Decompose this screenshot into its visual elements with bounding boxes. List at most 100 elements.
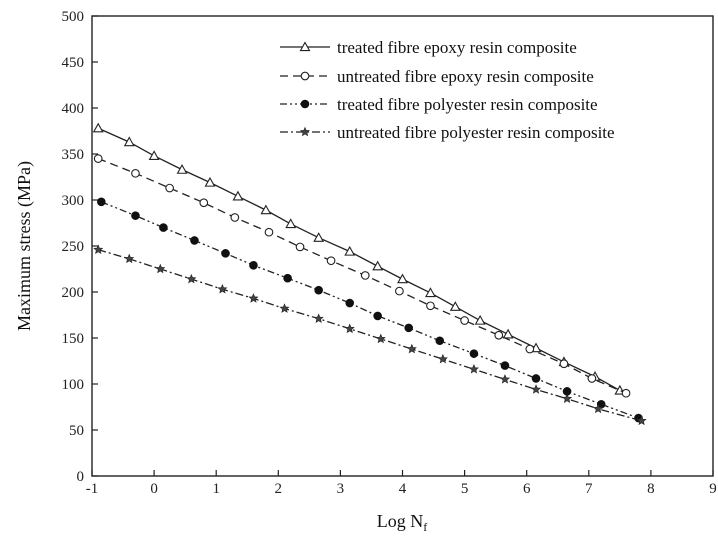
series-2-point [525, 344, 535, 354]
series-3 [97, 197, 643, 423]
y-tick-label: 200 [62, 285, 85, 301]
series-3-point [249, 261, 258, 270]
series-4-point [155, 263, 166, 274]
series-2-point [230, 213, 240, 222]
series-3-point [469, 349, 479, 358]
series-4-point [636, 415, 647, 426]
x-tick-label: 3 [337, 481, 345, 497]
series-2-point [460, 316, 469, 325]
legend: treated fibre epoxy resin composite untre… [280, 38, 615, 142]
series-4-point [124, 253, 135, 264]
series-2-point [93, 154, 103, 163]
series-1-point [425, 287, 436, 298]
series-4-line [98, 249, 642, 422]
series-4-point [499, 374, 510, 384]
series-4-point [406, 343, 417, 354]
series-4-point [530, 384, 542, 394]
series-2-point [264, 227, 274, 237]
series-2-point [360, 271, 370, 280]
legend-label-4: untreated fibre polyester resin composit… [337, 123, 615, 142]
series-4-point [344, 323, 355, 334]
y-tick-label: 450 [62, 55, 85, 71]
series-4-point [186, 273, 197, 284]
series-2-point [587, 374, 597, 383]
series-1-point [204, 176, 216, 187]
series-1-point [285, 218, 297, 229]
series-2-point [199, 198, 209, 208]
series-1-point [232, 190, 244, 201]
series-3-point [500, 361, 510, 370]
series-4-point [375, 333, 386, 344]
series-4-point [248, 293, 259, 303]
series-1-point [502, 328, 514, 339]
series-1-point [344, 245, 356, 256]
series-4-point [468, 364, 479, 374]
series-1-point [372, 260, 384, 271]
x-tick-label: 4 [399, 481, 407, 497]
legend-label-3: treated fibre polyester resin composite [337, 95, 598, 114]
series-2 [93, 154, 631, 398]
series-4-point [562, 393, 573, 403]
legend-label-2: untreated fibre epoxy resin composite [337, 67, 594, 86]
legend-label-1: treated fibre epoxy resin composite [337, 38, 577, 57]
series-1 [92, 122, 626, 395]
series-2-point [165, 183, 174, 193]
x-tick-label: 1 [212, 481, 220, 497]
series-4 [93, 244, 647, 426]
x-axis-title: Log Nf [377, 511, 428, 534]
x-axis-title-subscript: f [423, 520, 427, 534]
series-3-point [283, 273, 292, 283]
series-1-point [260, 204, 272, 215]
series-3-point [190, 236, 199, 245]
series-4-point [93, 244, 104, 254]
series-1-point [474, 314, 486, 325]
x-tick-label: 5 [461, 481, 469, 497]
legend-marker-2 [300, 71, 310, 81]
series-3-point [435, 336, 445, 346]
y-axis-title: Maximum stress (MPa) [14, 161, 35, 331]
series-2-point [131, 168, 140, 178]
y-tick-label: 250 [62, 239, 85, 255]
series-group [92, 122, 647, 426]
x-tick-label: 7 [585, 481, 593, 497]
x-tick-label: 2 [275, 481, 283, 497]
y-tick-label: 400 [62, 101, 85, 117]
series-3-point [131, 211, 140, 220]
legend-marker-4 [299, 126, 311, 137]
series-3-point [373, 311, 382, 321]
x-tick-label: -1 [86, 481, 99, 497]
series-3-point [221, 249, 230, 258]
y-tick-label: 300 [62, 193, 85, 209]
x-tick-label: 0 [150, 481, 158, 497]
series-3-point [531, 374, 541, 383]
series-1-point [176, 164, 188, 174]
series-3-point [97, 197, 106, 207]
series-4-point [279, 303, 290, 313]
x-tick-label: 6 [523, 481, 531, 497]
y-tick-label: 350 [62, 147, 85, 163]
y-tick-label: 500 [62, 9, 85, 25]
legend-marker-1 [299, 41, 311, 52]
series-3-point [345, 298, 355, 308]
series-4-point [217, 283, 228, 294]
y-tick-label: 50 [69, 423, 84, 439]
series-1-point [148, 150, 160, 160]
series-1-point [92, 122, 104, 133]
series-3-point [314, 285, 323, 295]
legend-marker-3 [300, 99, 310, 109]
series-3-point [159, 223, 168, 232]
series-3-line [101, 201, 639, 419]
series-1-point [313, 232, 325, 242]
series-3-point [404, 323, 414, 333]
series-4-point [313, 313, 324, 323]
y-tick-label: 0 [77, 469, 85, 485]
x-tick-label: 8 [647, 481, 655, 497]
series-1-point [397, 273, 408, 284]
series-2-point [621, 388, 631, 398]
x-tick-label: 9 [709, 481, 717, 497]
series-1-point [449, 301, 461, 311]
series-2-point [426, 301, 435, 311]
axis-ticks: -1 0 1 2 3 4 5 6 7 8 90501001502002503003504004505… [62, 9, 717, 497]
x-axis-title-main: Log N [377, 511, 424, 531]
